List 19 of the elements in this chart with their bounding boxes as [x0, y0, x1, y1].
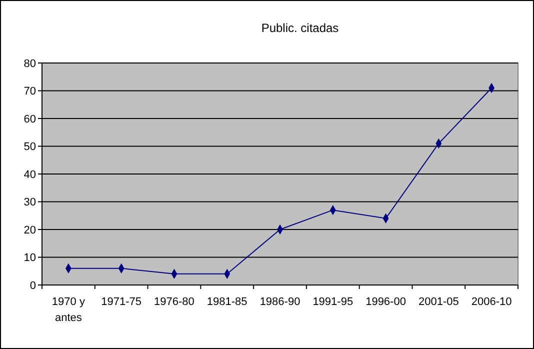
y-tick-label: 60: [24, 113, 36, 126]
y-tick-label: 80: [24, 58, 36, 70]
y-tick-label: 10: [24, 252, 36, 264]
x-tick-label: 1986-90: [260, 296, 300, 308]
y-tick-label: 70: [24, 86, 36, 98]
x-tick-label: 1971-75: [101, 296, 142, 308]
y-tick-label: 30: [24, 196, 36, 209]
y-tick-label: 50: [24, 141, 36, 154]
x-tick-label: 1991-95: [312, 296, 354, 308]
chart-title: Public. citadas: [261, 21, 339, 35]
x-tick-label: 2001-05: [418, 296, 459, 308]
y-tick-label: 0: [30, 280, 36, 292]
x-tick-label: 1996-00: [366, 296, 406, 308]
x-tick-label: 1970 y antes: [52, 296, 86, 324]
y-tick-label: 40: [24, 168, 36, 181]
x-tick-label: 1976-80: [154, 296, 194, 308]
x-tick-label: 2006-10: [471, 296, 512, 308]
x-tick-label: 1981-85: [206, 296, 248, 308]
y-tick-label: 20: [24, 224, 36, 236]
